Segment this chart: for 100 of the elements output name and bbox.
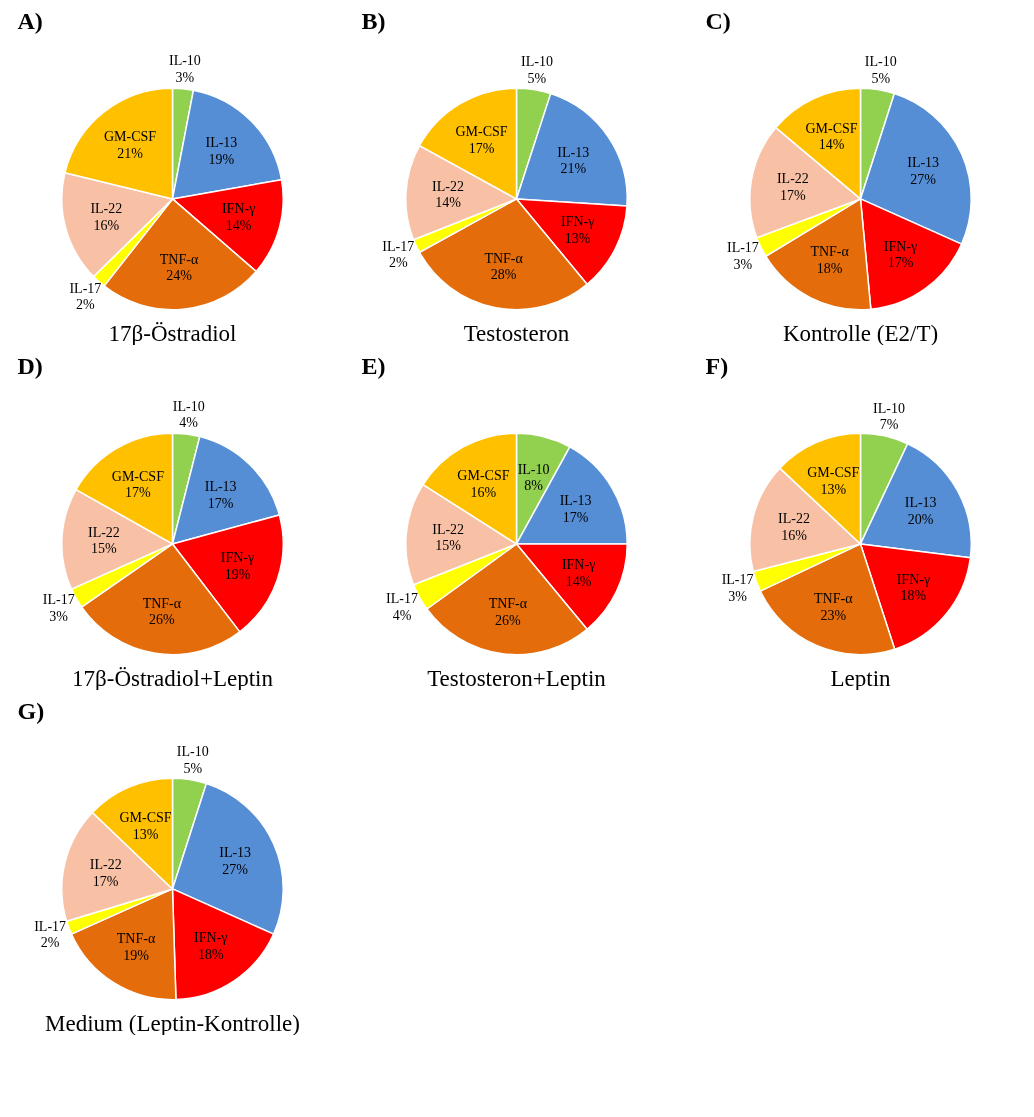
text: Kontrolle (E2/T) bbox=[782, 320, 939, 346]
data-label: 21% bbox=[117, 145, 144, 161]
slice-label: IL-22 bbox=[87, 524, 120, 540]
data-label: 18% bbox=[816, 260, 843, 276]
data-label: 21% bbox=[560, 161, 587, 177]
data-label: 26% bbox=[495, 612, 522, 628]
chart-title: C) bbox=[705, 7, 731, 34]
data-label: 14% bbox=[565, 573, 592, 589]
data-label: 28% bbox=[490, 267, 517, 283]
slice-label: IL-10 bbox=[521, 54, 553, 70]
data-label: 16% bbox=[93, 217, 120, 233]
slice-label: IL-10 bbox=[517, 461, 550, 477]
data-label: 14% bbox=[435, 195, 462, 211]
data-label: 23% bbox=[820, 607, 847, 623]
data-label: 26% bbox=[149, 612, 176, 628]
slice-label: TNF-α bbox=[142, 595, 182, 611]
data-label: 13% bbox=[820, 481, 847, 497]
slice-label: IL-10 bbox=[172, 398, 205, 414]
slice-label: GM-CSF bbox=[807, 465, 860, 481]
slice-label: IL-17 bbox=[34, 918, 67, 934]
data-label: 5% bbox=[183, 760, 203, 776]
slice-label: TNF-α bbox=[484, 250, 524, 266]
data-label: 17% bbox=[125, 485, 152, 501]
slice-label: TNF-α bbox=[116, 931, 156, 947]
slice-label: IL-10 bbox=[864, 54, 897, 70]
slice-label: GM-CSF bbox=[455, 124, 508, 140]
chart-title: A) bbox=[17, 7, 43, 34]
data-label: 24% bbox=[166, 268, 193, 284]
slice-label: IL-10 bbox=[176, 744, 209, 760]
slice-label: IFN-γ bbox=[220, 550, 255, 566]
chart-title: E) bbox=[361, 352, 386, 379]
slice-label: IL-17 bbox=[721, 572, 754, 588]
text: 17β-Östradiol+Leptin bbox=[72, 665, 274, 691]
text: 17β-Östradiol bbox=[108, 320, 237, 346]
slice-label: TNF-α bbox=[814, 591, 854, 607]
data-label: 3% bbox=[733, 256, 753, 272]
data-label: 17% bbox=[92, 873, 119, 889]
chart-title: F) bbox=[705, 352, 729, 379]
data-label: 5% bbox=[527, 70, 547, 86]
data-label: 17% bbox=[562, 509, 589, 525]
slice-label: IL-22 bbox=[432, 521, 465, 537]
slice-label: GM-CSF bbox=[457, 468, 510, 484]
slice-label: IL-13 bbox=[219, 845, 252, 861]
slice-label: GM-CSF bbox=[111, 468, 165, 484]
slice-label: IFN-γ bbox=[560, 214, 595, 230]
data-label: 15% bbox=[435, 538, 462, 554]
slice-label: IL-17 bbox=[386, 591, 418, 607]
data-label: 8% bbox=[524, 478, 544, 494]
chart-title: B) bbox=[361, 7, 386, 34]
data-label: 20% bbox=[907, 511, 934, 527]
data-label: 19% bbox=[224, 566, 251, 582]
data-label: 15% bbox=[91, 541, 118, 557]
data-label: 17% bbox=[887, 255, 914, 271]
slice-label: IL-17 bbox=[382, 238, 415, 254]
data-label: 3% bbox=[175, 69, 195, 85]
data-label: 2% bbox=[40, 935, 60, 951]
data-label: 17% bbox=[780, 187, 807, 203]
slice-label: IFN-γ bbox=[883, 238, 918, 254]
chart-title: D) bbox=[17, 352, 43, 379]
data-label: 2% bbox=[388, 255, 408, 271]
data-label: 14% bbox=[818, 137, 845, 153]
data-label: 3% bbox=[49, 608, 69, 624]
data-label: 17% bbox=[468, 140, 495, 156]
slice-label: IL-10 bbox=[168, 53, 201, 69]
slice-label: TNF-α bbox=[810, 244, 850, 260]
data-label: 18% bbox=[197, 946, 224, 962]
slice-label: IL-17 bbox=[69, 280, 102, 296]
data-label: 27% bbox=[222, 861, 249, 877]
data-label: 3% bbox=[728, 588, 748, 604]
slice-label: IFN-γ bbox=[896, 571, 931, 587]
text: Leptin bbox=[830, 665, 892, 691]
data-label: 16% bbox=[781, 527, 808, 543]
data-label: 16% bbox=[470, 484, 497, 500]
text: Testosteron+Leptin bbox=[427, 665, 607, 691]
chart-title: G) bbox=[17, 697, 45, 724]
slice-label: IL-13 bbox=[904, 495, 937, 511]
slice-label: IL-13 bbox=[205, 135, 238, 151]
data-label: 19% bbox=[208, 151, 235, 167]
slice-label: GM-CSF bbox=[104, 129, 157, 145]
data-label: 17% bbox=[207, 495, 234, 511]
slice-label: TNF-α bbox=[488, 596, 528, 612]
slice-label: IL-22 bbox=[90, 201, 123, 217]
data-label: 4% bbox=[179, 415, 199, 431]
slice-label: GM-CSF bbox=[805, 120, 858, 136]
text: Medium (Leptin-Kontrolle) bbox=[45, 1010, 300, 1036]
text: Testosteron bbox=[463, 320, 570, 346]
slice-label: IL-22 bbox=[89, 857, 122, 873]
slice-label: IL-13 bbox=[907, 155, 940, 171]
data-label: 13% bbox=[564, 230, 591, 246]
data-label: 5% bbox=[871, 70, 891, 86]
slice-label: IL-13 bbox=[559, 493, 592, 509]
data-label: 13% bbox=[132, 826, 159, 842]
slice-label: IFN-γ bbox=[194, 930, 228, 946]
slice-label: IL-22 bbox=[778, 511, 810, 527]
data-label: 14% bbox=[225, 217, 252, 233]
data-label: 2% bbox=[76, 297, 96, 313]
slice-label: IL-22 bbox=[776, 171, 809, 187]
slice-label: IFN-γ bbox=[221, 201, 256, 217]
slice-label: TNF-α bbox=[159, 251, 199, 267]
slice-label: IL-13 bbox=[557, 144, 590, 160]
